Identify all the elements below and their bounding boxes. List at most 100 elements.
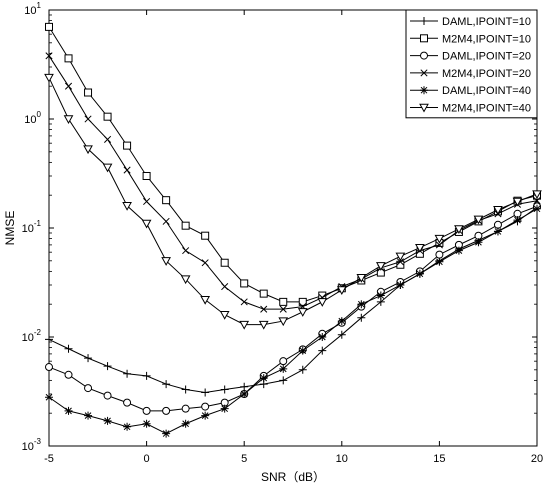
- data-point-circle: [142, 406, 151, 415]
- data-point-triangle: [512, 197, 523, 207]
- data-point-square: [201, 231, 210, 240]
- data-point-triangle: [375, 262, 386, 271]
- data-point-star: [220, 404, 229, 413]
- data-point-x: [162, 217, 170, 225]
- data-point-x: [45, 52, 53, 60]
- data-point-square: [420, 34, 428, 43]
- data-point-star: [181, 419, 190, 428]
- data-point-plus: [420, 17, 428, 25]
- data-point-circle: [181, 404, 190, 413]
- series-layer: [44, 22, 542, 438]
- data-point-plus: [123, 369, 132, 378]
- data-point-star: [142, 419, 151, 428]
- data-point-x: [533, 197, 541, 205]
- y-tick-label: 100: [24, 110, 41, 126]
- y-tick-label: 101: [24, 1, 41, 17]
- data-point-star: [318, 333, 327, 341]
- legend-label: DAML,IPOINT=40: [442, 85, 531, 97]
- legend-entry: DAML,IPOINT=40: [410, 85, 531, 97]
- data-point-square: [220, 258, 229, 267]
- data-point-x: [420, 69, 428, 77]
- legend: DAML,IPOINT=10 M2M4,IPOINT=10 DAML,IPOINT=…: [405, 9, 538, 119]
- data-point-plus: [103, 362, 112, 371]
- data-point-plus: [64, 344, 73, 353]
- data-point-plus: [220, 385, 229, 394]
- data-point-x: [396, 258, 404, 266]
- data-point-triangle: [434, 234, 445, 244]
- data-point-triangle: [141, 219, 152, 229]
- data-point-triangle: [297, 308, 308, 317]
- data-point-star: [201, 411, 210, 420]
- x-tick-label: 15: [433, 453, 445, 465]
- data-point-star: [103, 416, 112, 425]
- data-point-x: [240, 298, 248, 306]
- series-line: [48, 208, 538, 435]
- data-point-plus: [162, 380, 171, 389]
- y-tick-label: 10-1: [22, 219, 42, 235]
- x-tick-label: -5: [44, 453, 54, 465]
- x-tick-label: 0: [144, 453, 150, 465]
- data-point-circle: [84, 384, 93, 393]
- data-point-star: [376, 291, 385, 300]
- data-point-star: [420, 86, 428, 95]
- data-point-triangle: [83, 145, 93, 155]
- data-point-circle: [45, 363, 53, 372]
- data-point-star: [337, 317, 346, 326]
- legend-label: DAML,IPOINT=20: [442, 51, 531, 63]
- data-point-triangle: [44, 73, 54, 83]
- data-point-triangle: [239, 320, 250, 330]
- data-point-triangle: [219, 311, 230, 320]
- data-point-square: [64, 54, 73, 63]
- data-point-x: [221, 283, 229, 291]
- data-point-plus: [201, 388, 210, 397]
- data-point-x: [279, 305, 287, 313]
- data-point-star: [513, 216, 522, 225]
- data-point-circle: [103, 391, 112, 400]
- data-point-circle: [162, 406, 171, 415]
- legend-label: M2M4,IPOINT=20: [442, 68, 531, 80]
- data-point-square: [45, 22, 53, 31]
- data-point-plus: [142, 371, 151, 380]
- data-point-square: [123, 141, 132, 150]
- data-point-star: [435, 257, 444, 266]
- series-line: [48, 55, 538, 310]
- y-tick-label: 10-3: [22, 437, 42, 453]
- data-point-square: [103, 112, 112, 121]
- data-point-x: [201, 259, 209, 267]
- data-point-plus: [357, 313, 366, 322]
- data-point-triangle: [356, 273, 367, 283]
- data-point-star: [45, 393, 53, 402]
- data-point-x: [182, 247, 190, 255]
- x-tick-label: 20: [531, 453, 543, 465]
- series-line: [48, 77, 538, 326]
- data-point-square: [279, 297, 288, 306]
- legend-label: M2M4,IPOINT=10: [442, 33, 531, 45]
- data-point-x: [143, 197, 151, 206]
- y-tick-label: 10-2: [22, 328, 42, 344]
- data-point-square: [84, 88, 93, 97]
- data-point-x: [64, 82, 73, 90]
- legend-entry: M2M4,IPOINT=40: [410, 103, 531, 115]
- data-point-triangle: [454, 225, 464, 234]
- data-point-triangle: [102, 163, 113, 173]
- legend-entry: DAML,IPOINT=10: [410, 16, 531, 28]
- data-point-triangle: [415, 243, 425, 253]
- data-point-triangle: [532, 190, 542, 200]
- y-axis-title: NMSE: [3, 211, 17, 246]
- data-point-star: [415, 269, 424, 278]
- data-point-star: [240, 389, 249, 398]
- data-point-triangle: [395, 252, 406, 262]
- data-point-circle: [474, 231, 483, 240]
- data-point-plus: [298, 365, 307, 374]
- legend-entry: M2M4,IPOINT=10: [410, 33, 531, 45]
- data-point-star: [474, 238, 483, 247]
- legend-entry: DAML,IPOINT=20: [410, 51, 531, 63]
- data-point-star: [64, 406, 73, 415]
- data-point-circle: [420, 51, 428, 60]
- data-point-triangle: [161, 257, 171, 266]
- data-point-square: [259, 289, 268, 298]
- data-point-triangle: [336, 286, 347, 296]
- x-axis-title: SNR（dB）: [261, 470, 325, 484]
- data-point-square: [181, 221, 190, 230]
- data-point-plus: [181, 385, 190, 394]
